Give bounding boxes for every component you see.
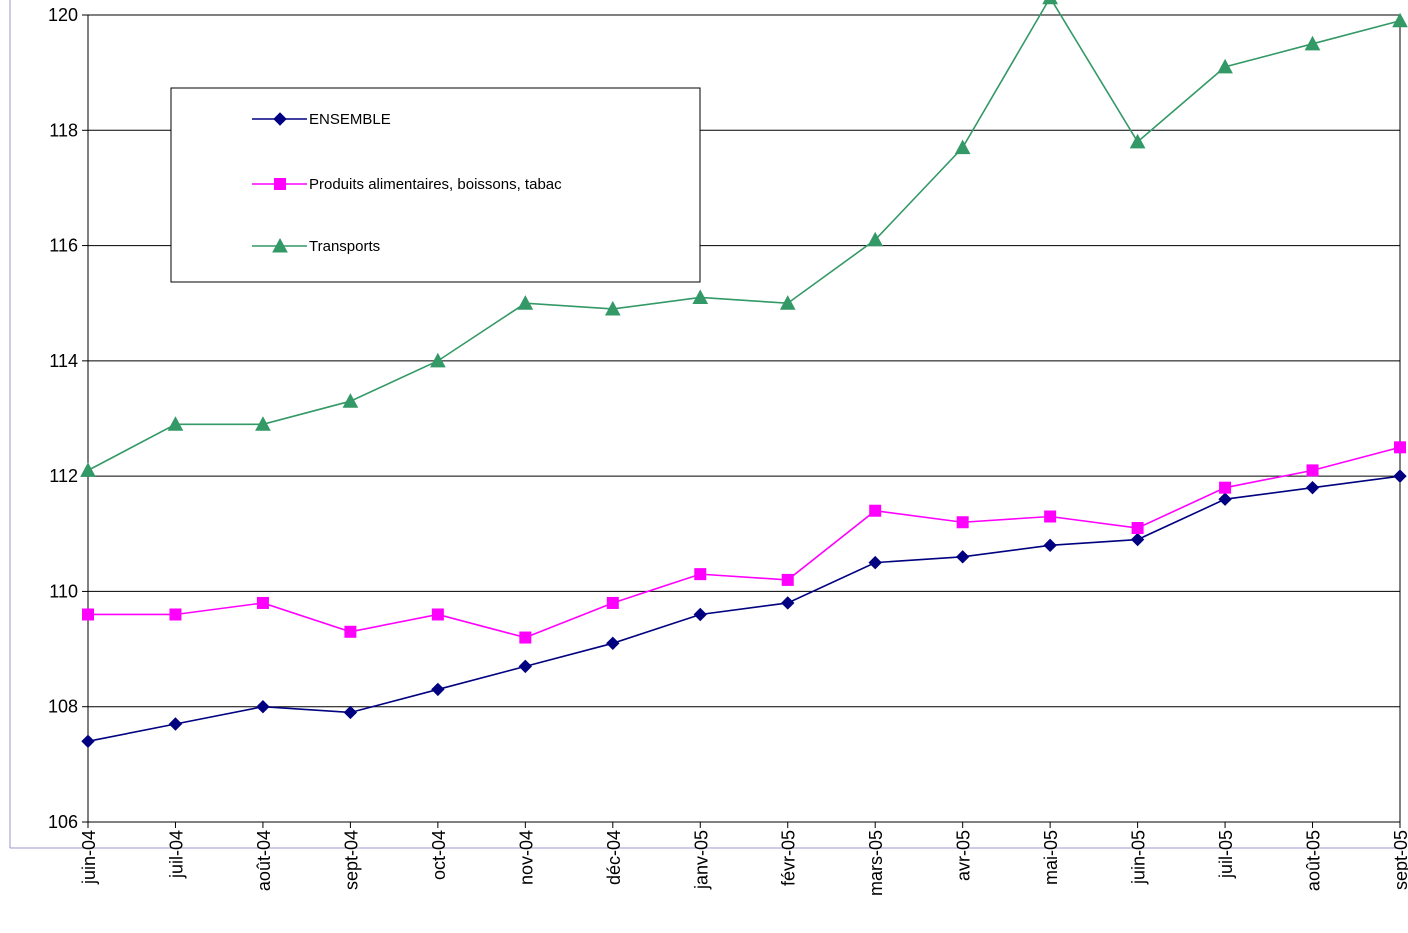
x-tick-label-aout-05: août-05 [1304,830,1324,891]
y-tick-label-118: 118 [49,120,78,140]
x-tick-label-mars-05: mars-05 [866,830,886,896]
data-point-ensemble-mai-05 [1043,538,1057,553]
series-ensemble [81,469,1407,749]
legend-marker-transports [272,237,288,253]
data-point-ensemble-aout-04 [256,700,270,714]
x-tick-label-dec-04: déc-04 [604,830,624,885]
x-tick-label-mai-05: mai-05 [1041,830,1061,885]
data-point-produits-alimentaires-boissons-tabac-dec-04 [606,596,619,609]
data-point-transports-fevr-05 [779,295,796,310]
data-point-produits-alimentaires-boissons-tabac-oct-04 [431,608,444,621]
data-point-transports-sept-04 [342,393,359,408]
data-point-ensemble-nov-04 [518,659,533,674]
data-point-produits-alimentaires-boissons-tabac-juin-04 [82,608,94,621]
series-produits-alimentaires-boissons-tabac [82,441,1406,644]
data-point-ensemble-janv-05 [693,607,707,622]
y-tick-label-112: 112 [49,466,78,486]
legend-item-produits-alimentaires-boissons-tabac: Produits alimentaires, boissons, tabac [252,176,562,193]
data-point-ensemble-juil-05 [1218,492,1232,506]
x-tick-label-sept-05: sept-05 [1391,830,1408,890]
data-point-produits-alimentaires-boissons-tabac-mars-05 [869,504,882,517]
data-point-produits-alimentaires-boissons-tabac-aout-05 [1306,464,1319,477]
data-point-ensemble-avr-05 [955,550,970,564]
x-tick-label-janv-05: janv-05 [691,830,711,890]
data-point-transports-aout-05 [1304,35,1321,51]
x-tick-label-sept-04: sept-04 [341,830,361,890]
data-point-ensemble-juin-04 [81,734,95,749]
y-tick-label-116: 116 [49,236,78,256]
data-point-transports-juil-05 [1217,58,1233,74]
data-point-transports-juin-04 [80,462,96,477]
data-point-transports-oct-04 [430,352,446,368]
x-tick-label-juil-04: juil-04 [166,830,186,879]
data-point-ensemble-dec-04 [606,636,620,651]
series-line-ensemble [87,475,1401,743]
data-point-transports-aout-04 [255,416,271,431]
x-tick-label-aout-04: août-04 [254,830,274,891]
data-point-produits-alimentaires-boissons-tabac-janv-05 [694,568,707,581]
series-line-produits-alimentaires-boissons-tabac [88,446,1401,639]
x-tick-label-juin-05: juin-05 [1129,830,1149,885]
legend-item-transports: Transports [252,237,380,255]
data-point-produits-alimentaires-boissons-tabac-fevr-05 [781,573,794,586]
data-point-transports-juin-05 [1129,133,1146,149]
data-point-ensemble-sept-04 [343,705,358,720]
x-tick-label-oct-04: oct-04 [429,830,449,880]
legend-label-transports: Transports [309,238,380,255]
x-tick-label-nov-04: nov-04 [516,830,536,885]
data-point-ensemble-oct-04 [431,682,445,697]
data-point-ensemble-fevr-05 [781,596,795,610]
legend-marker-ensemble [273,112,287,126]
data-point-transports-nov-04 [517,295,534,310]
y-tick-label-114: 114 [49,351,78,371]
data-point-transports-avr-05 [954,139,971,155]
y-tick-label-108: 108 [48,697,78,717]
y-tick-label-110: 110 [49,581,78,601]
series-lines [80,0,1408,749]
data-point-ensemble-mars-05 [868,555,882,570]
legend-label-produits-alimentaires-boissons-tabac: Produits alimentaires, boissons, tabac [309,176,562,193]
data-point-transports-juil-04 [167,416,184,431]
legend-marker-produits-alimentaires-boissons-tabac [274,178,286,190]
series-transports [80,0,1408,477]
data-point-produits-alimentaires-boissons-tabac-juil-05 [1219,481,1232,494]
y-tick-label-106: 106 [48,812,78,832]
data-point-ensemble-sept-05 [1393,469,1407,483]
series-line-transports [87,0,1401,472]
legend-item-ensemble: ENSEMBLE [252,111,391,128]
data-point-ensemble-aout-05 [1305,480,1320,495]
data-point-transports-dec-04 [604,300,621,316]
data-point-produits-alimentaires-boissons-tabac-aout-04 [256,596,269,609]
data-point-transports-mai-05 [1042,0,1058,5]
gridlines [88,14,1400,708]
legend-box [170,87,701,283]
x-tick-label-avr-05: avr-05 [954,830,974,881]
data-point-transports-sept-05 [1392,12,1408,28]
data-point-ensemble-juil-04 [168,717,183,731]
axes: 106 108 110 112 114 116 118 120 juin-04 juil-04 ao… [48,5,1408,896]
legend: ENSEMBLE Produits alimentaires, boissons,… [170,87,701,283]
data-point-produits-alimentaires-boissons-tabac-juil-04 [169,608,182,621]
x-tick-label-juil-05: juil-05 [1216,830,1236,879]
data-point-transports-mars-05 [867,231,884,247]
x-tick-label-fevr-05: févr-05 [779,830,799,886]
data-point-produits-alimentaires-boissons-tabac-avr-05 [956,516,969,529]
data-point-produits-alimentaires-boissons-tabac-sept-05 [1394,441,1406,454]
data-point-produits-alimentaires-boissons-tabac-sept-04 [344,625,357,638]
data-point-produits-alimentaires-boissons-tabac-mai-05 [1044,510,1057,523]
data-point-ensemble-juin-05 [1130,532,1145,547]
x-tick-label-juin-04: juin-04 [79,830,99,885]
y-tick-label-120: 120 [48,5,78,25]
data-point-produits-alimentaires-boissons-tabac-juin-05 [1131,522,1144,535]
data-point-produits-alimentaires-boissons-tabac-nov-04 [519,631,532,644]
data-point-transports-janv-05 [692,289,709,304]
legend-label-ensemble: ENSEMBLE [309,111,391,128]
